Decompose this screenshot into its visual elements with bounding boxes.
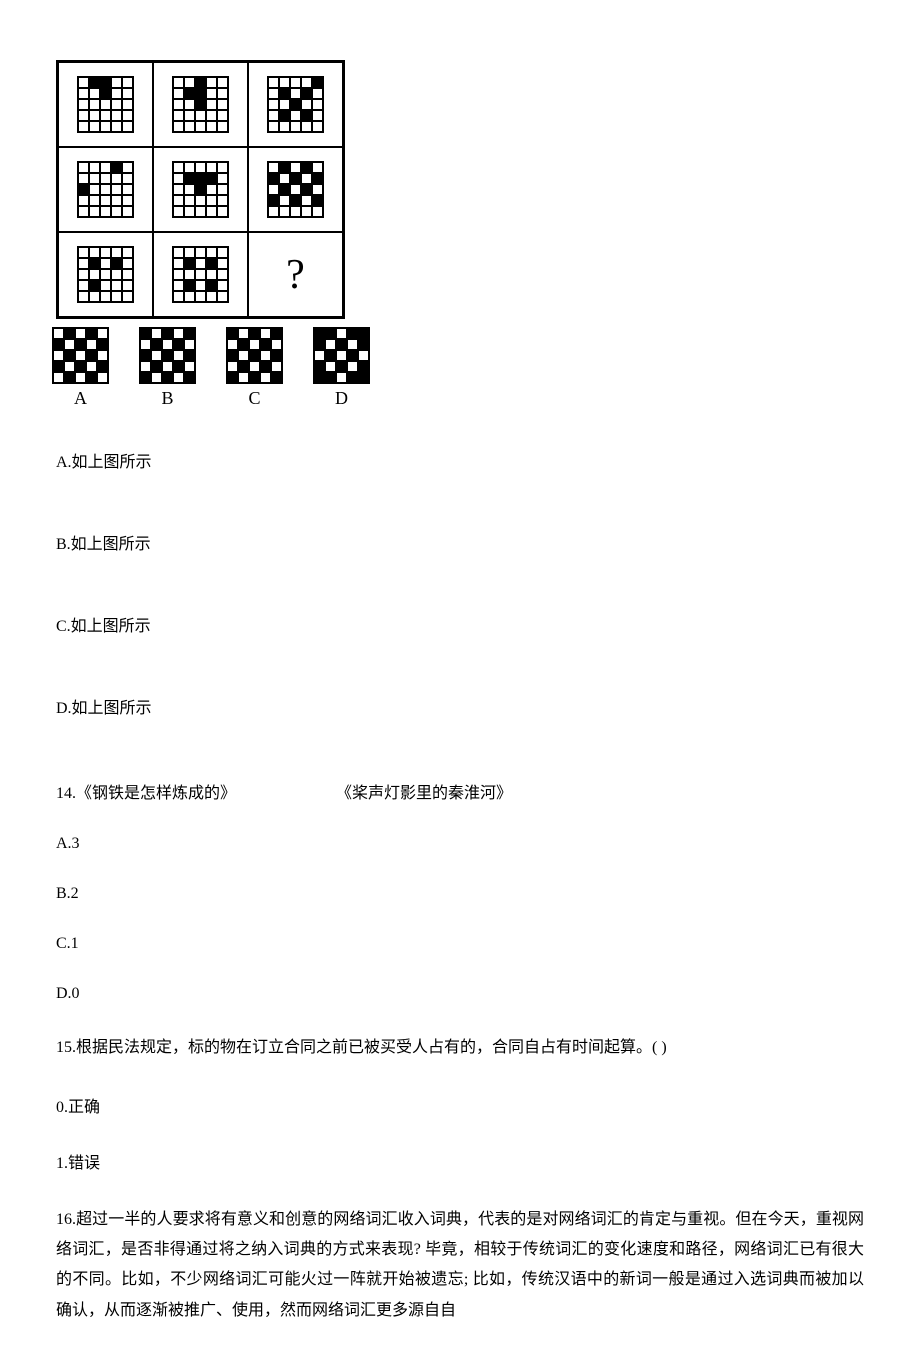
puzzle-cell: ? <box>248 232 343 317</box>
mini-grid <box>172 246 229 303</box>
q14-title-part1: 14.《钢铁是怎样炼成的》 <box>56 785 236 802</box>
answer-label: A <box>74 388 87 409</box>
mini-grid <box>313 327 370 384</box>
answer-label: D <box>335 388 348 409</box>
answer-option-a: A <box>52 327 109 409</box>
q14-option-a: A.3 <box>56 835 864 853</box>
puzzle-figure: ? A B C D <box>56 60 864 409</box>
question-14: 14.《钢铁是怎样炼成的》 《桨声灯影里的秦淮河》 A.3 B.2 C.1 D.0 <box>56 779 864 1003</box>
question-16: 16.超过一半的人要求将有意义和创意的网络词汇收入词典，代表的是对网络词汇的肯定… <box>56 1205 864 1327</box>
q15-title: 15.根据民法规定，标的物在订立合同之前已被买受人占有的，合同自占有时间起算。(… <box>56 1035 864 1061</box>
option-b: B.如上图所示 <box>56 533 864 557</box>
q16-text: 16.超过一半的人要求将有意义和创意的网络词汇收入词典，代表的是对网络词汇的肯定… <box>56 1205 864 1327</box>
puzzle-answer-row: A B C D <box>52 327 864 409</box>
answer-label: C <box>248 388 260 409</box>
puzzle-cell <box>58 232 153 317</box>
mini-grid <box>77 246 134 303</box>
q14-title: 14.《钢铁是怎样炼成的》 《桨声灯影里的秦淮河》 <box>56 779 864 803</box>
answer-label: B <box>161 388 173 409</box>
question-mark: ? <box>286 251 305 299</box>
puzzle-cell <box>58 62 153 147</box>
answer-option-c: C <box>226 327 283 409</box>
option-d: D.如上图所示 <box>56 697 864 721</box>
option-c: C.如上图所示 <box>56 615 864 639</box>
mini-grid <box>77 161 134 218</box>
option-a: A.如上图所示 <box>56 451 864 475</box>
mini-grid <box>267 161 324 218</box>
answer-option-d: D <box>313 327 370 409</box>
q15-option-0: 0.正确 <box>56 1093 864 1117</box>
mini-grid <box>52 327 109 384</box>
answer-option-b: B <box>139 327 196 409</box>
puzzle-main-grid: ? <box>56 60 345 319</box>
puzzle-cell <box>153 232 248 317</box>
q13-options: A.如上图所示 B.如上图所示 C.如上图所示 D.如上图所示 <box>56 451 864 721</box>
mini-grid <box>139 327 196 384</box>
mini-grid <box>226 327 283 384</box>
q14-option-b: B.2 <box>56 885 864 903</box>
puzzle-cell <box>58 147 153 232</box>
mini-grid <box>172 161 229 218</box>
q14-option-c: C.1 <box>56 935 864 953</box>
puzzle-cell <box>248 62 343 147</box>
puzzle-cell <box>153 62 248 147</box>
q14-options: A.3 B.2 C.1 D.0 <box>56 835 864 1003</box>
q15-option-1: 1.错误 <box>56 1149 864 1173</box>
q14-title-part2: 《桨声灯影里的秦淮河》 <box>336 785 512 802</box>
mini-grid <box>77 76 134 133</box>
mini-grid <box>267 76 324 133</box>
puzzle-cell <box>153 147 248 232</box>
puzzle-cell <box>248 147 343 232</box>
mini-grid <box>172 76 229 133</box>
q15-options: 0.正确 1.错误 <box>56 1093 864 1173</box>
question-15: 15.根据民法规定，标的物在订立合同之前已被买受人占有的，合同自占有时间起算。(… <box>56 1035 864 1173</box>
q14-option-d: D.0 <box>56 985 864 1003</box>
